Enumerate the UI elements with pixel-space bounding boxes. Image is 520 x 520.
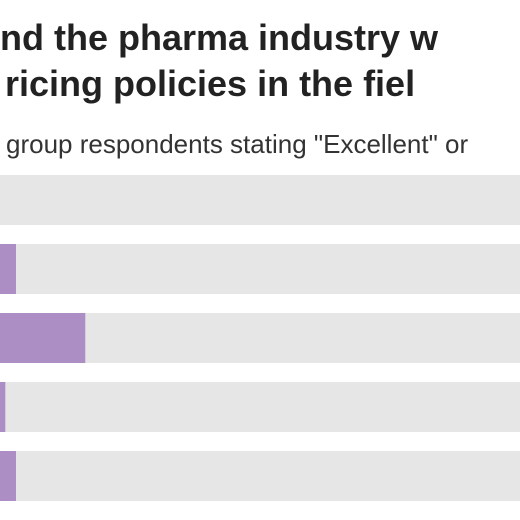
bar-track-4 [0,382,520,432]
chart-title-line-1: nd the pharma industry w [0,17,439,58]
bar-4 [0,382,6,432]
bar-track-3 [0,313,520,363]
chart-subtitle: group respondents stating "Excellent" or [6,129,469,159]
chart-title-line-2: ricing policies in the fiel [5,63,416,104]
bar-track-5 [0,451,520,501]
bar-2 [0,244,16,294]
bar-3 [0,313,86,363]
bar-5 [0,451,16,501]
bar-track-1 [0,175,520,225]
bar-track-2 [0,244,520,294]
bar-chart [0,175,520,501]
